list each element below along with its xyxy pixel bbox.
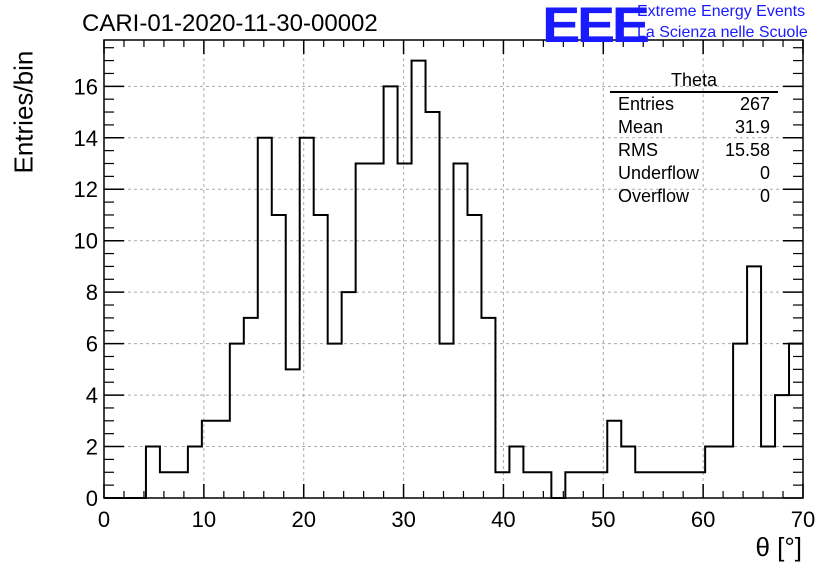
y-tick-label: 2 (86, 435, 98, 460)
y-tick-label: 8 (86, 280, 98, 305)
x-axis-label: θ [°] (755, 532, 802, 562)
y-tick-label: 0 (86, 486, 98, 511)
x-tick-label: 20 (291, 507, 315, 532)
stats-row: Underflow 0 (610, 162, 778, 185)
stats-value: 15.58 (724, 140, 770, 160)
chart-title: CARI-01-2020-11-30-00002 (82, 10, 378, 37)
y-tick-label: 12 (74, 177, 98, 202)
stats-label: RMS (618, 140, 658, 160)
x-tick-label: 10 (192, 507, 216, 532)
x-tick-label: 60 (691, 507, 715, 532)
stats-value: 267 (739, 94, 770, 114)
logo-line-1: Extreme Energy Events (637, 3, 806, 20)
y-tick-label: 16 (74, 74, 98, 99)
y-axis-label: Entries/bin (8, 50, 39, 174)
stats-box: Theta Entries 267 Mean 31.9 RMS 15.58 Under… (610, 70, 778, 208)
eee-logo: EEE (542, 0, 650, 53)
y-tick-label: 14 (74, 126, 98, 151)
stats-title: Theta (610, 70, 778, 93)
stats-value: 0 (759, 186, 770, 206)
x-tick-label: 30 (391, 507, 415, 532)
histogram-line (104, 59, 803, 499)
stats-label: Underflow (618, 163, 700, 183)
stats-label: Mean (618, 117, 664, 137)
stats-row: Entries 267 (610, 93, 778, 116)
stats-label: Overflow (618, 186, 690, 206)
stats-value: 0 (759, 163, 770, 183)
stats-value: 31.9 (734, 117, 770, 137)
x-tick-label: 40 (491, 507, 515, 532)
stats-row: RMS 15.58 (610, 139, 778, 162)
tick-labels: 0 10 20 30 40 50 60 70 0 2 4 6 8 10 12 14 16 (74, 74, 816, 532)
stats-label: Entries (618, 94, 675, 114)
y-tick-label: 10 (74, 229, 98, 254)
x-tick-label: 50 (591, 507, 615, 532)
logo-line-2: La Scienza nelle Scuole (637, 24, 808, 41)
y-tick-label: 4 (86, 383, 98, 408)
stats-row: Mean 31.9 (610, 116, 778, 139)
x-tick-label: 70 (791, 507, 815, 532)
stats-row: Overflow 0 (610, 185, 778, 208)
plot-frame (103, 39, 804, 499)
y-tick-label: 6 (86, 332, 98, 357)
x-tick-label: 0 (98, 507, 110, 532)
